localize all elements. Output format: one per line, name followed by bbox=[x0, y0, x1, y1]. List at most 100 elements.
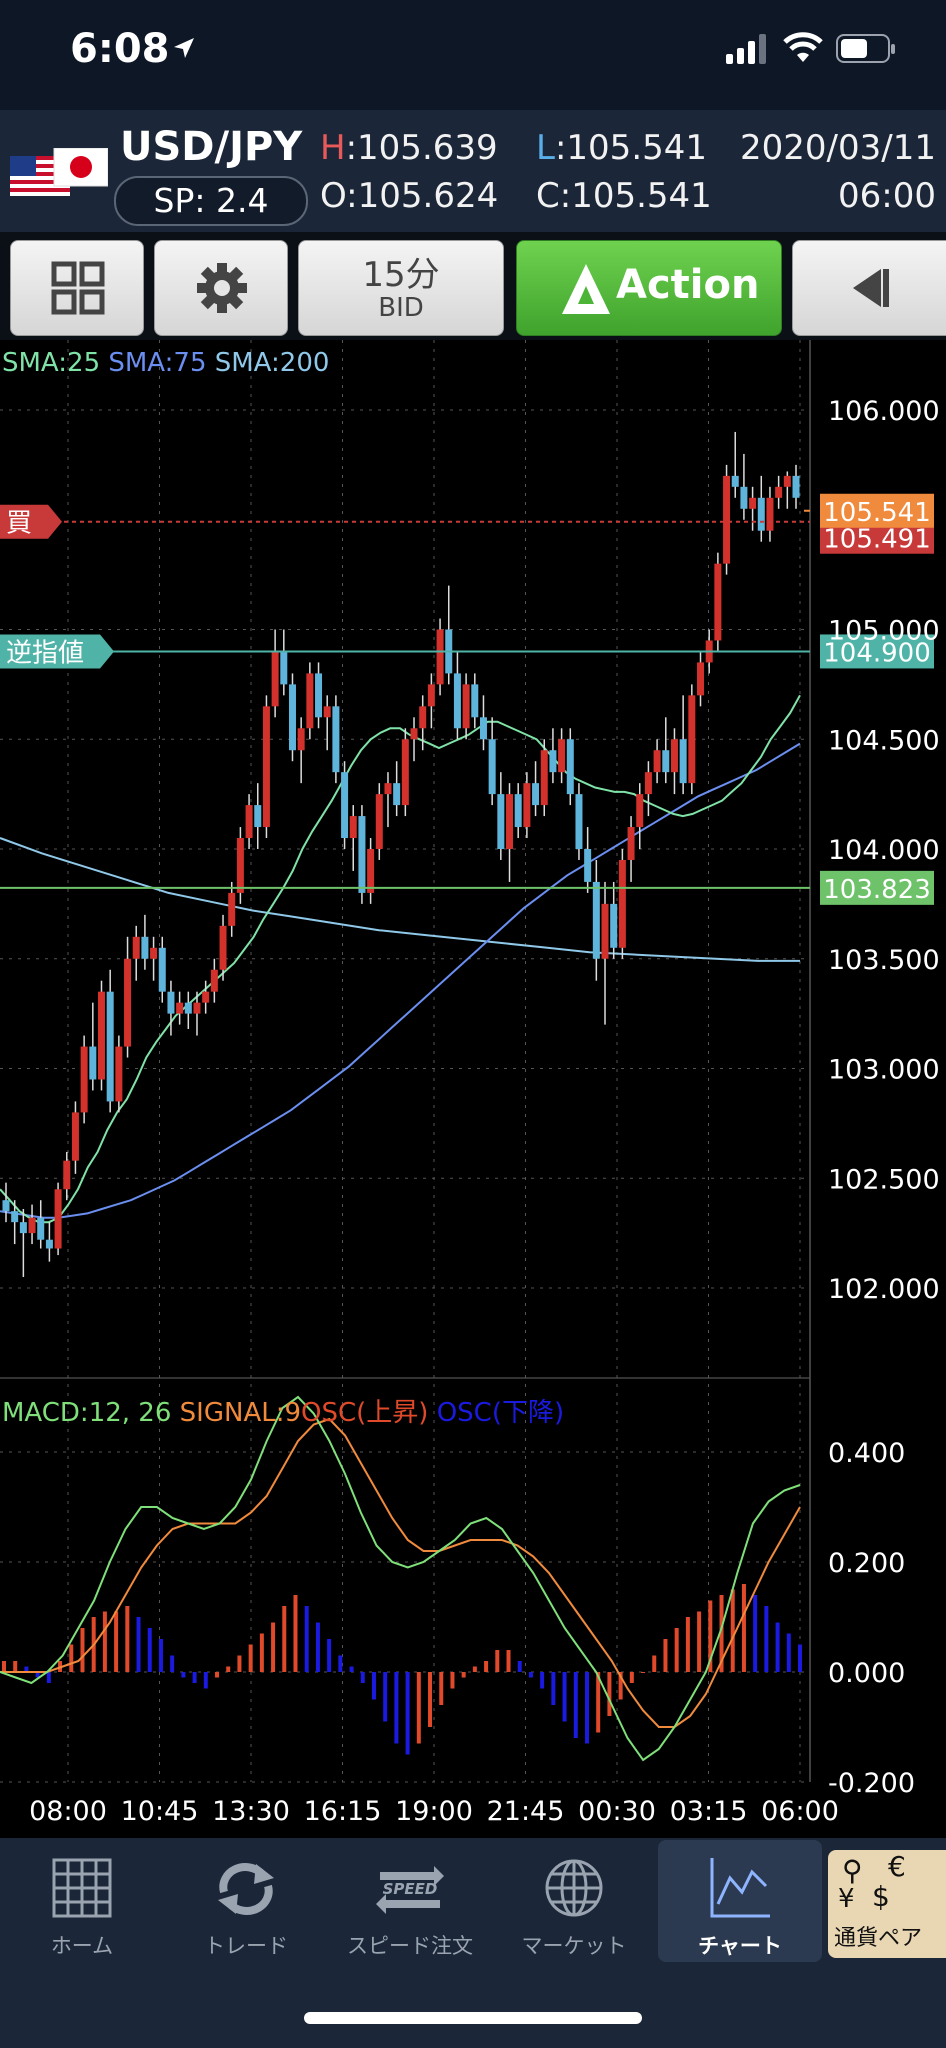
open-value: 105.624 bbox=[357, 176, 499, 216]
candle-body bbox=[193, 1002, 201, 1014]
candle-body bbox=[514, 794, 522, 828]
collapse-panel-button[interactable] bbox=[792, 240, 946, 336]
candle-body bbox=[71, 1112, 79, 1161]
macd-osc-bar bbox=[203, 1672, 208, 1689]
candle-body bbox=[479, 717, 487, 740]
candle-body bbox=[132, 936, 140, 959]
price-tag bbox=[820, 870, 934, 905]
price-axis-label: 106.000 bbox=[828, 396, 940, 427]
candle-body bbox=[775, 486, 783, 498]
candle-body bbox=[358, 816, 366, 893]
macd-osc-bar bbox=[282, 1606, 287, 1672]
candle-body bbox=[210, 969, 218, 992]
price-axis-label: 103.000 bbox=[828, 1055, 940, 1086]
candle-body bbox=[37, 1217, 45, 1240]
legend-macd: MACD:12, 26 bbox=[2, 1398, 172, 1428]
macd-osc-bar bbox=[69, 1644, 74, 1672]
order-line-label: 買 bbox=[6, 509, 32, 539]
price-chart[interactable]: 買 105.491 逆指値 104.900 103.823 105.541 106.000… bbox=[0, 340, 946, 1838]
currency-pair[interactable]: USD/JPY bbox=[120, 124, 303, 170]
gear-icon bbox=[197, 263, 247, 313]
macd-line bbox=[0, 1395, 801, 1762]
candle-body bbox=[280, 651, 288, 685]
macd-osc-bar bbox=[450, 1672, 455, 1689]
macd-osc-bar bbox=[596, 1672, 601, 1733]
macd-osc-bar bbox=[293, 1595, 298, 1672]
macd-osc-bar bbox=[798, 1644, 802, 1672]
candle-body bbox=[228, 892, 236, 926]
macd-osc-bar bbox=[215, 1672, 220, 1678]
candle-body bbox=[306, 673, 314, 729]
nav-trade[interactable]: トレード bbox=[164, 1846, 328, 1966]
macd-osc-bar bbox=[248, 1644, 253, 1672]
open-price: O:105.624 bbox=[320, 176, 499, 216]
macd-axis-label: -0.200 bbox=[828, 1768, 915, 1799]
chart-icon bbox=[710, 1858, 770, 1918]
macd-osc-bar bbox=[685, 1617, 690, 1672]
macd-osc-bar bbox=[259, 1633, 264, 1672]
nav-speed-order[interactable]: SPEED スピード注文 bbox=[328, 1846, 492, 1966]
signal-line bbox=[0, 1417, 801, 1728]
candle-body bbox=[323, 706, 331, 718]
candle-body bbox=[783, 475, 791, 487]
settings-button[interactable] bbox=[154, 240, 288, 336]
candle-body bbox=[141, 936, 149, 959]
candle-body bbox=[28, 1217, 36, 1234]
candle-body bbox=[697, 662, 705, 696]
candle-body bbox=[315, 673, 323, 718]
candle-body bbox=[332, 706, 340, 773]
candle-body bbox=[124, 958, 132, 1047]
candle-body bbox=[662, 750, 670, 773]
candle-body bbox=[653, 750, 661, 773]
legend-sma25: SMA:25 bbox=[2, 348, 101, 378]
timeframe-button[interactable]: 15分 BID bbox=[298, 240, 504, 336]
macd-osc-bar bbox=[652, 1655, 657, 1672]
quote-time: 06:00 bbox=[838, 176, 936, 216]
wifi-icon bbox=[783, 32, 823, 62]
price-axis-label: 103.500 bbox=[828, 945, 940, 976]
currency-pair-button[interactable]: ⚲ € ¥ $ 通貨ペア bbox=[828, 1850, 946, 1958]
currency-flags-icon bbox=[10, 148, 108, 196]
macd-osc-bar bbox=[416, 1672, 421, 1744]
time-axis-label: 10:45 bbox=[121, 1796, 199, 1827]
legend-osc-up: OSC(上昇) bbox=[301, 1398, 429, 1428]
macd-osc-bar bbox=[641, 1672, 646, 1673]
price-axis-label: 104.500 bbox=[828, 725, 940, 756]
time-axis-label: 08:00 bbox=[29, 1796, 107, 1827]
candle-body bbox=[488, 739, 496, 795]
macd-osc-bar bbox=[349, 1666, 354, 1672]
macd-osc-bar bbox=[551, 1672, 556, 1705]
nav-chart[interactable]: チャート bbox=[658, 1846, 822, 1966]
candle-body bbox=[375, 794, 383, 849]
candle-body bbox=[150, 947, 158, 959]
candle-body bbox=[2, 1200, 10, 1212]
dollar-symbol: $ bbox=[872, 1880, 890, 1913]
action-button[interactable] bbox=[516, 240, 782, 336]
nav-market[interactable]: マーケット bbox=[492, 1846, 656, 1966]
speed-icon-text: SPEED bbox=[383, 1880, 438, 1898]
price-tag bbox=[820, 634, 934, 669]
macd-osc-bar bbox=[383, 1672, 388, 1722]
home-indicator bbox=[304, 2012, 642, 2024]
candle-body bbox=[19, 1222, 27, 1234]
price-tag-text: 103.823 bbox=[823, 875, 931, 905]
close-value: 105.541 bbox=[571, 176, 712, 216]
location-arrow-icon bbox=[174, 38, 194, 58]
candle-body bbox=[115, 1046, 123, 1102]
macd-osc-bar bbox=[562, 1672, 567, 1722]
macd-osc-bar bbox=[540, 1672, 545, 1689]
macd-osc-bar bbox=[674, 1628, 679, 1672]
open-label: O bbox=[320, 176, 347, 216]
candle-body bbox=[749, 497, 757, 509]
status-time: 6:08 bbox=[70, 26, 170, 72]
macd-osc-bar bbox=[338, 1655, 343, 1672]
euro-symbol: € bbox=[888, 1850, 906, 1883]
nav-home[interactable]: ホーム bbox=[0, 1846, 164, 1966]
macd-osc-bar bbox=[730, 1589, 735, 1672]
macd-osc-bar bbox=[584, 1672, 589, 1744]
chart-grid bbox=[0, 340, 811, 1783]
layout-button[interactable] bbox=[10, 240, 144, 336]
battery-icon bbox=[836, 34, 895, 63]
time-axis-label: 21:45 bbox=[487, 1796, 565, 1827]
candle-body bbox=[63, 1160, 71, 1190]
